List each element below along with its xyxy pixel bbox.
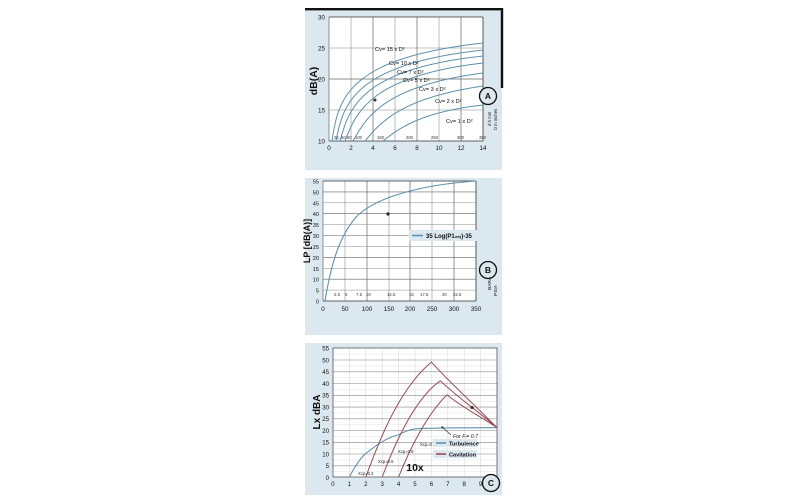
svg-text:Cv= 7 x D²: Cv= 7 x D² (397, 70, 424, 76)
svg-text:35: 35 (313, 223, 319, 229)
svg-text:25: 25 (322, 416, 329, 423)
svg-text:30: 30 (318, 15, 326, 22)
svg-text:8: 8 (463, 481, 467, 488)
svg-text:5: 5 (316, 289, 319, 295)
svg-text:Cv= 10 x D²: Cv= 10 x D² (389, 61, 419, 67)
svg-text:5: 5 (326, 463, 330, 470)
svg-text:45: 45 (322, 369, 329, 376)
svg-text:17.5: 17.5 (420, 292, 429, 297)
svg-text:PSIA: PSIA (493, 284, 499, 296)
svg-text:Turbulence: Turbulence (449, 441, 479, 447)
svg-text:LP [dB(A)]: LP [dB(A)] (302, 219, 312, 263)
svg-text:10: 10 (366, 292, 371, 297)
svg-text:10: 10 (318, 139, 326, 146)
svg-text:50: 50 (341, 306, 349, 313)
svg-text:Cavitation: Cavitation (449, 452, 477, 458)
svg-text:Cv= 15 x D²: Cv= 15 x D² (375, 47, 405, 53)
svg-text:30: 30 (313, 234, 319, 240)
svg-text:10: 10 (322, 452, 329, 459)
svg-text:300: 300 (457, 135, 465, 140)
svg-text:14: 14 (479, 145, 487, 152)
svg-text:10x: 10x (406, 462, 424, 474)
svg-text:45: 45 (313, 201, 319, 207)
svg-text:2.5: 2.5 (334, 292, 341, 297)
svg-text:55: 55 (322, 346, 329, 353)
svg-text:6: 6 (430, 481, 434, 488)
svg-text:0: 0 (326, 475, 330, 482)
svg-text:7: 7 (446, 481, 450, 488)
svg-text:150: 150 (384, 306, 395, 313)
svg-text:D in inches: D in inches (493, 109, 498, 130)
svg-text:250: 250 (431, 135, 439, 140)
svg-text:35: 35 (322, 393, 329, 400)
svg-text:0: 0 (316, 300, 319, 306)
svg-text:40: 40 (313, 212, 319, 218)
svg-text:4: 4 (371, 145, 375, 152)
svg-text:22.5: 22.5 (453, 292, 462, 297)
svg-text:100: 100 (362, 306, 373, 313)
svg-text:B: B (485, 265, 491, 275)
svg-text:3: 3 (381, 481, 385, 488)
svg-text:200: 200 (405, 306, 416, 313)
svg-text:15: 15 (318, 108, 326, 115)
svg-text:C: C (488, 478, 494, 488)
svg-text:50: 50 (341, 135, 346, 140)
svg-text:d h mm: d h mm (487, 111, 492, 126)
svg-text:Xcp=0.5: Xcp=0.5 (378, 459, 394, 464)
svg-text:300: 300 (449, 306, 460, 313)
svg-text:dB(A): dB(A) (308, 67, 320, 96)
svg-text:12: 12 (457, 145, 465, 152)
svg-text:BARA: BARA (487, 276, 493, 290)
svg-text:55: 55 (313, 180, 319, 186)
svg-text:Xcp=0.8: Xcp=0.8 (398, 449, 414, 454)
svg-text:10: 10 (435, 145, 443, 152)
svg-text:A: A (485, 91, 491, 101)
svg-text:Xcp=0.2: Xcp=0.2 (358, 471, 374, 476)
svg-text:15: 15 (313, 267, 319, 273)
svg-text:2: 2 (364, 481, 368, 488)
svg-text:1: 1 (348, 481, 352, 488)
svg-text:40: 40 (322, 381, 329, 388)
svg-text:Cv= 1 x D²: Cv= 1 x D² (446, 119, 473, 125)
svg-text:350: 350 (479, 135, 487, 140)
svg-text:20: 20 (442, 292, 447, 297)
svg-text:20: 20 (313, 256, 319, 262)
svg-text:25: 25 (313, 245, 319, 251)
svg-text:6: 6 (393, 145, 397, 152)
svg-text:Cv= 2 x D²: Cv= 2 x D² (435, 99, 462, 105)
svg-text:50: 50 (313, 190, 319, 196)
svg-text:12.5: 12.5 (387, 292, 396, 297)
svg-text:200: 200 (406, 135, 414, 140)
svg-text:0: 0 (327, 145, 331, 152)
svg-text:0: 0 (321, 306, 325, 313)
svg-text:Lx dBA: Lx dBA (312, 395, 323, 430)
svg-text:7.5: 7.5 (356, 292, 363, 297)
svg-text:0: 0 (331, 481, 335, 488)
svg-text:30: 30 (322, 404, 329, 411)
svg-text:8: 8 (415, 145, 419, 152)
svg-text:4: 4 (397, 481, 401, 488)
svg-text:25: 25 (334, 135, 339, 140)
svg-text:50: 50 (322, 357, 329, 364)
svg-text:15: 15 (409, 292, 414, 297)
svg-text:250: 250 (427, 306, 438, 313)
svg-text:2: 2 (349, 145, 353, 152)
svg-text:80: 80 (347, 135, 352, 140)
svg-text:Cv= 3 x D²: Cv= 3 x D² (419, 87, 446, 93)
svg-text:20: 20 (322, 428, 329, 435)
svg-text:150: 150 (377, 135, 385, 140)
svg-text:10: 10 (313, 278, 319, 284)
svg-text:15: 15 (322, 440, 329, 447)
svg-text:35 Log(P1₂ₙ₍)-35: 35 Log(P1₂ₙ₍)-35 (426, 234, 473, 240)
svg-text:350: 350 (471, 306, 482, 313)
svg-text:Cv= 5 x D²: Cv= 5 x D² (403, 78, 430, 84)
svg-text:5: 5 (413, 481, 417, 488)
svg-text:100: 100 (355, 135, 363, 140)
svg-text:25: 25 (318, 46, 326, 53)
